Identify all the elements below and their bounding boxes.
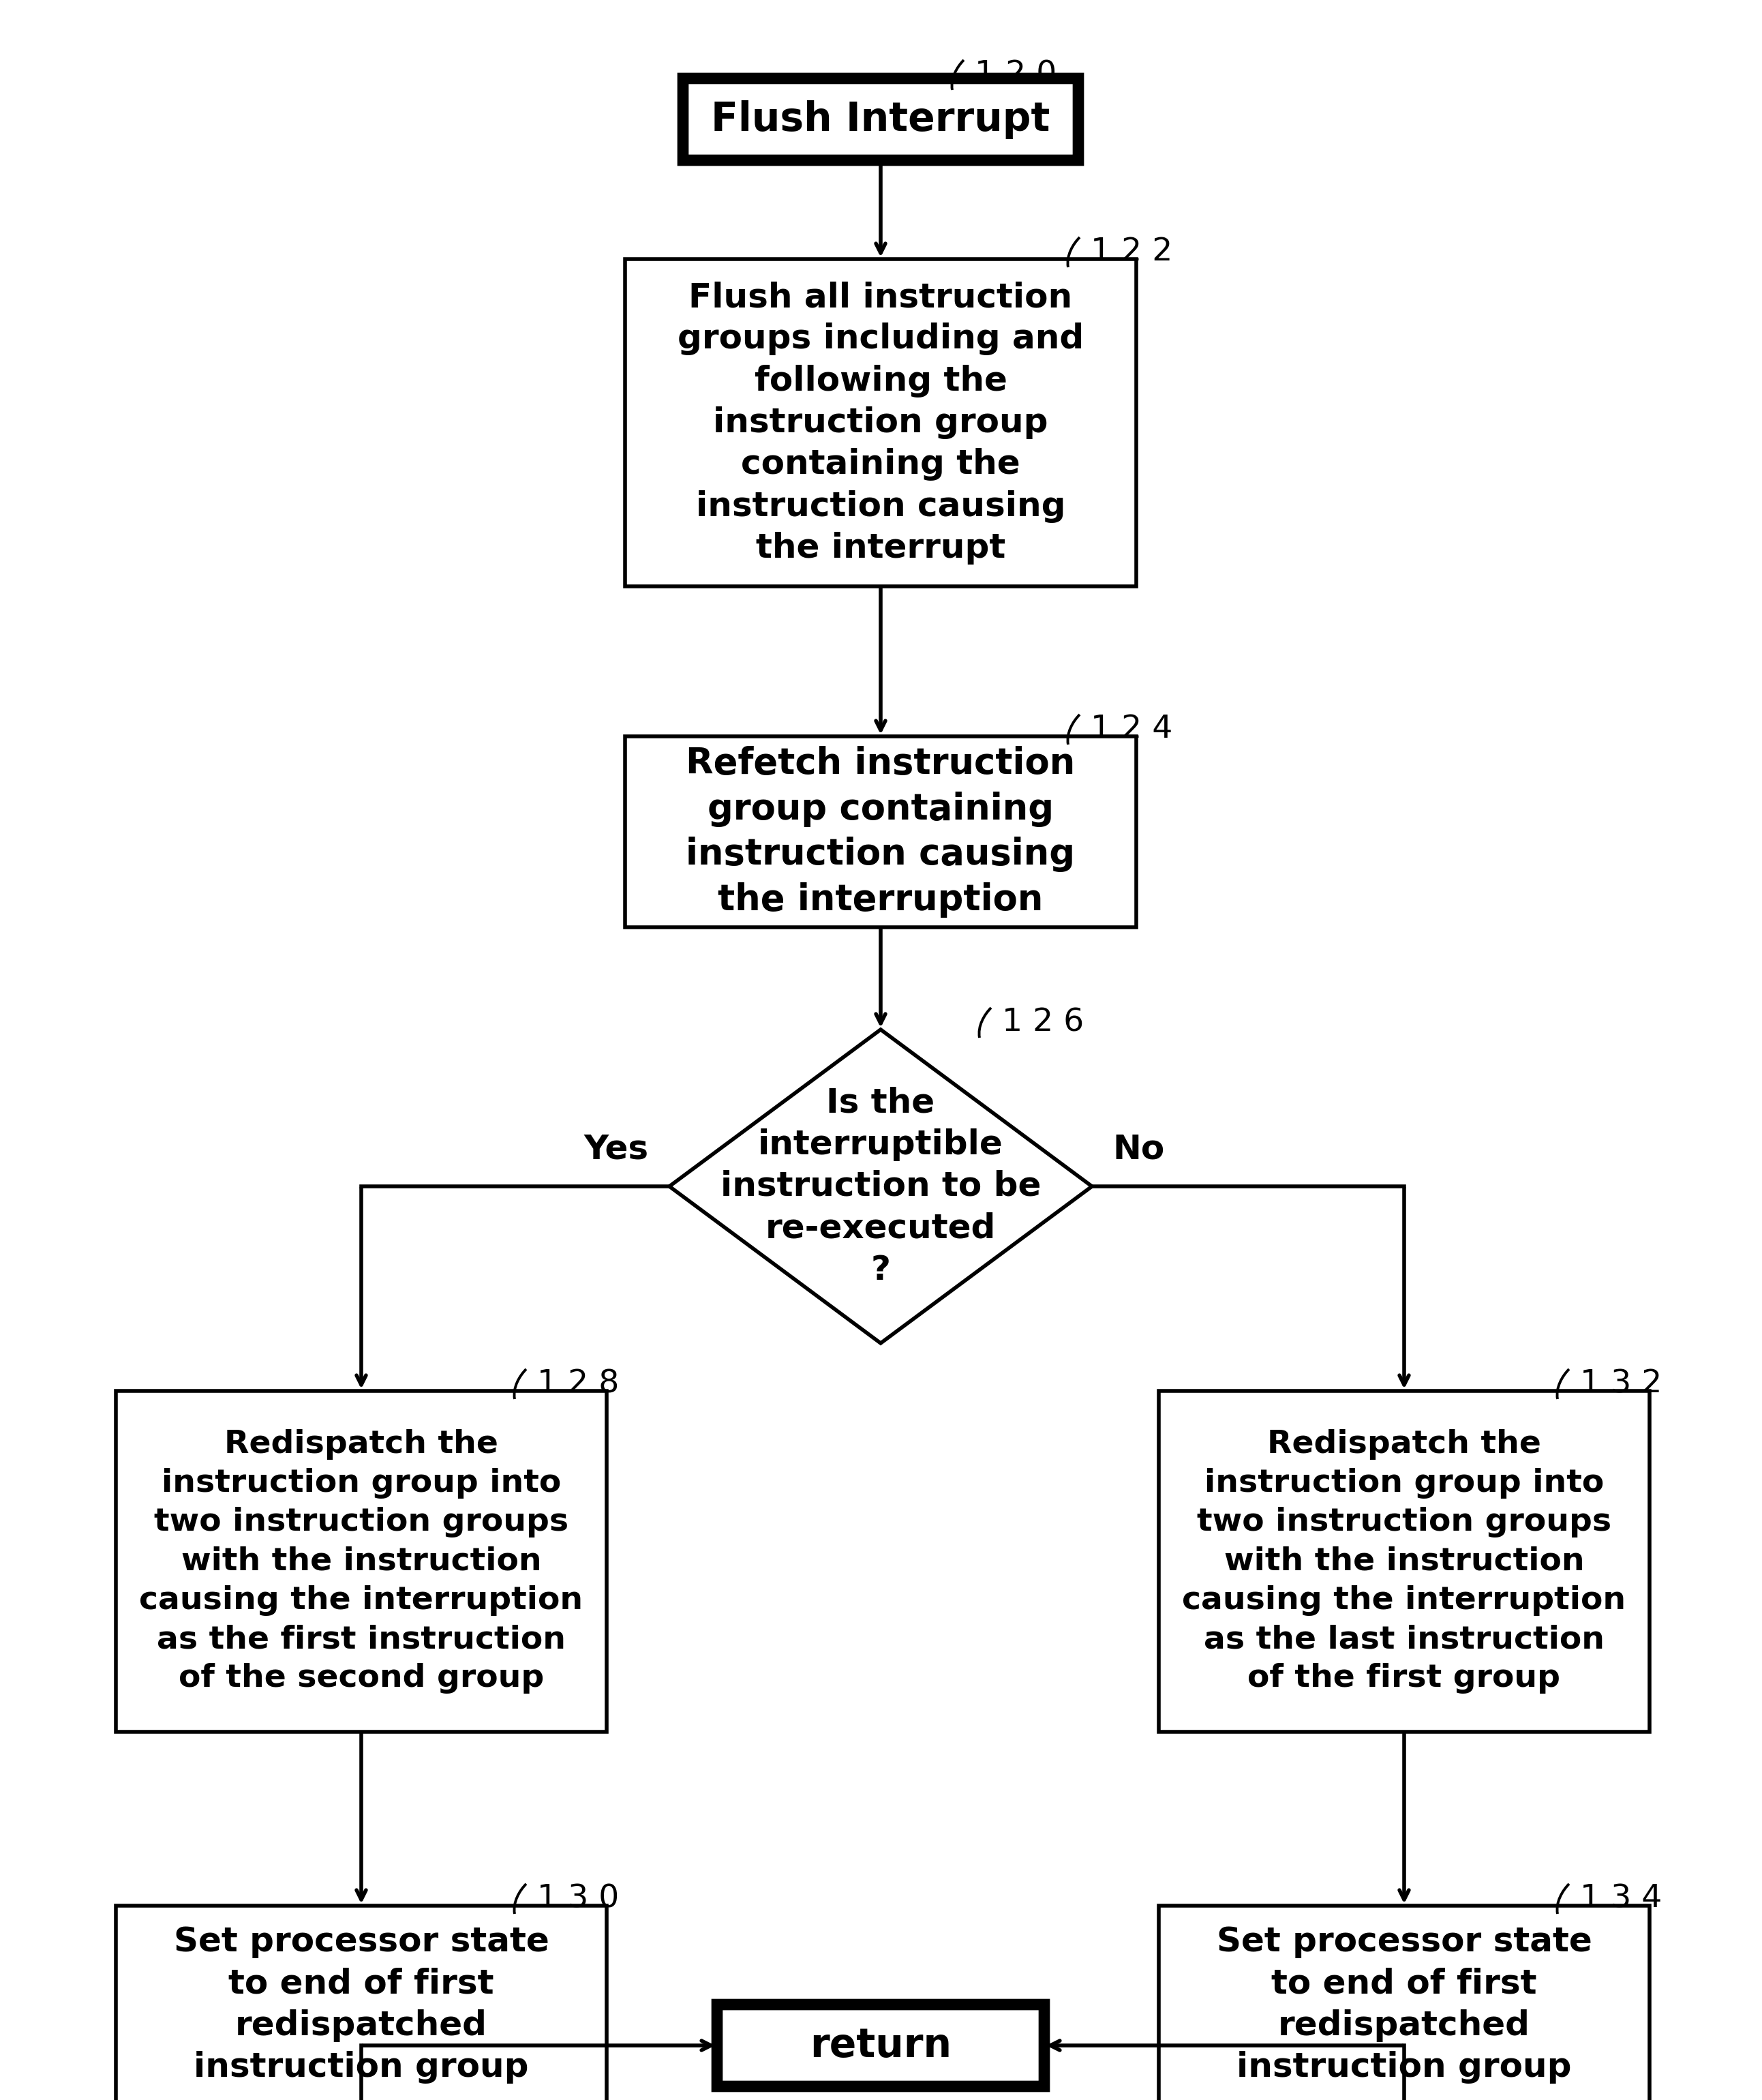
Text: Flush Interrupt: Flush Interrupt <box>712 101 1050 139</box>
Text: Refetch instruction
group containing
instruction causing
the interruption: Refetch instruction group containing ins… <box>685 745 1075 918</box>
Text: 1 2 2: 1 2 2 <box>1091 237 1173 267</box>
Text: 1 2 6: 1 2 6 <box>1003 1008 1084 1037</box>
Text: 1 3 0: 1 3 0 <box>537 1884 618 1915</box>
Polygon shape <box>670 1029 1092 1344</box>
Bar <box>116 1390 606 1732</box>
Text: 1 2 4: 1 2 4 <box>1091 714 1173 745</box>
Text: Set processor state
to end of first
redispatched
instruction group: Set processor state to end of first redi… <box>174 1926 550 2083</box>
Text: Is the
interruptible
instruction to be
re-executed
?: Is the interruptible instruction to be r… <box>721 1086 1041 1287</box>
Text: return: return <box>811 2026 951 2064</box>
Text: 1 2 0: 1 2 0 <box>974 59 1057 90</box>
Text: 1 2 8: 1 2 8 <box>537 1369 618 1399</box>
Text: 1 3 4: 1 3 4 <box>1581 1884 1662 1915</box>
Text: 1 3 2: 1 3 2 <box>1581 1369 1662 1399</box>
Bar <box>1159 1390 1649 1732</box>
Text: Yes: Yes <box>583 1134 648 1166</box>
Bar <box>116 1905 606 2100</box>
Text: Redispatch the
instruction group into
two instruction groups
with the instructio: Redispatch the instruction group into tw… <box>139 1428 583 1695</box>
Bar <box>626 737 1136 928</box>
Text: Redispatch the
instruction group into
two instruction groups
with the instructio: Redispatch the instruction group into tw… <box>1182 1428 1626 1695</box>
FancyBboxPatch shape <box>684 78 1078 160</box>
Text: Flush all instruction
groups including and
following the
instruction group
conta: Flush all instruction groups including a… <box>677 281 1084 565</box>
FancyBboxPatch shape <box>717 2006 1045 2087</box>
Text: Set processor state
to end of first
redispatched
instruction group: Set processor state to end of first redi… <box>1216 1926 1591 2083</box>
Bar <box>1159 1905 1649 2100</box>
Text: No: No <box>1112 1134 1165 1166</box>
Bar <box>626 258 1136 586</box>
